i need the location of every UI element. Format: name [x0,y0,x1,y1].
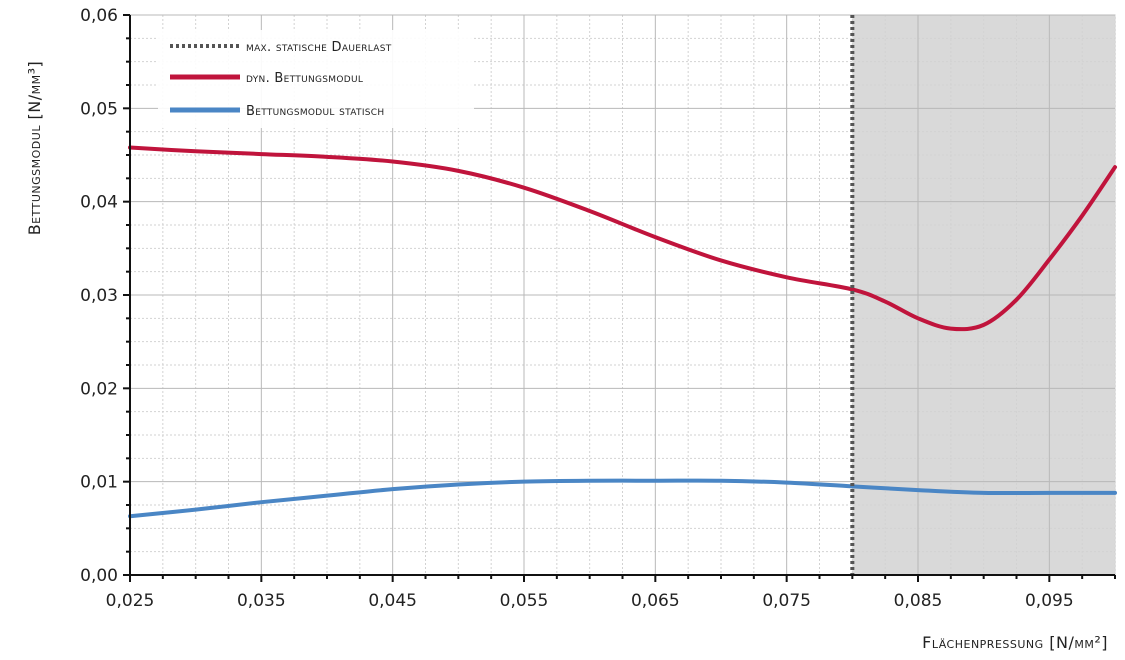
axes [123,14,1116,582]
y-tick-label: 0,04 [80,193,118,213]
legend-item-vertical-line: max. statische Dauerlast [170,40,392,55]
y-tick-label: 0,03 [80,286,118,306]
series-line-0 [128,145,1117,332]
legend-label-max-load: max. statische Dauerlast [246,40,392,55]
series-layer [128,145,1117,519]
y-axis-title: Bettungsmodul [N/mm³] [25,61,44,236]
x-tick-label: 0,045 [368,591,417,611]
x-tick-label: 0,035 [237,591,286,611]
legend-item-series-0: dyn. Bettungsmodul [170,71,363,86]
y-tick-label: 0,02 [80,379,118,399]
y-tick-label: 0,00 [80,566,118,586]
x-tick-label: 0,075 [762,591,811,611]
x-tick-label: 0,065 [631,591,680,611]
x-tick-label: 0,055 [500,591,549,611]
legend: max. statische Dauerlast dyn. Bettungsmo… [158,30,474,128]
y-tick-labels: 0,00 0,01 0,02 0,03 0,04 0,05 0,06 [80,6,118,586]
x-tick-label: 0,095 [1025,591,1074,611]
legend-label-static: Bettungsmodul statisch [246,104,384,119]
series-line-1 [128,478,1117,519]
y-tick-label: 0,05 [80,99,118,119]
x-tick-label: 0,085 [894,591,943,611]
x-axis-title: Flächenpressung [N/mm²] [922,633,1108,652]
legend-label-dynamic: dyn. Bettungsmodul [246,71,363,86]
legend-item-series-1: Bettungsmodul statisch [170,104,384,119]
y-tick-label: 0,01 [80,473,118,493]
x-tick-labels: 0,025 0,035 0,045 0,055 0,065 0,075 0,085 0,095 [106,591,1074,611]
y-tick-label: 0,06 [80,6,118,26]
x-tick-label: 0,025 [106,591,155,611]
